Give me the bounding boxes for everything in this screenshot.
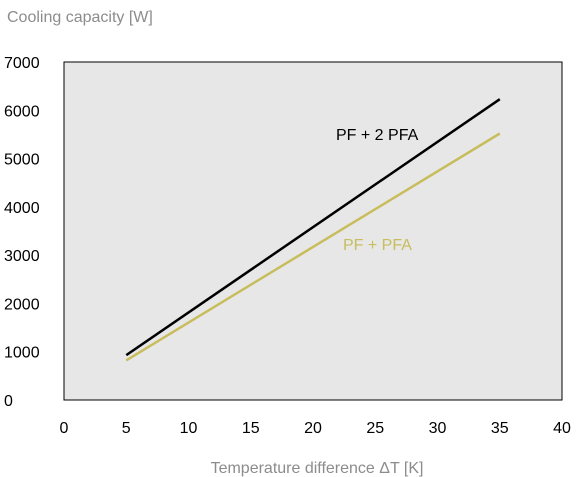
plot-background: [64, 62, 562, 400]
x-tick-label: 40: [553, 420, 571, 437]
x-tick-label: 20: [304, 420, 322, 437]
series-line-1: [125, 132, 501, 362]
x-tick-label: 10: [180, 420, 198, 437]
x-tick-label: 15: [242, 420, 260, 437]
x-tick-label: 0: [60, 420, 69, 437]
series-lines: [125, 98, 501, 362]
y-axis-label: Cooling capacity [W]: [7, 9, 153, 26]
x-tick-label: 35: [491, 420, 509, 437]
x-tick-label: 25: [366, 420, 384, 437]
x-axis-label: Temperature difference ΔT [K]: [211, 460, 424, 477]
y-tick-label: 5000: [4, 152, 40, 169]
tick-labels: 0 5 10 15 20 25 30 35 40 0 1000 2000 3000 4000 5000 600…: [4, 55, 571, 437]
y-tick-label: 0: [4, 393, 13, 410]
plot-border: [63, 61, 563, 401]
series-label-pf-pfa: PF + PFA: [343, 237, 412, 254]
y-tick-label: 2000: [4, 296, 40, 313]
x-tick-label: 5: [122, 420, 131, 437]
plot-frame: [63, 61, 563, 401]
series-line-0: [125, 98, 501, 357]
y-tick-label: 7000: [4, 55, 40, 72]
series-label-pf-2pfa: PF + 2 PFA: [336, 127, 419, 144]
y-tick-label: 1000: [4, 345, 40, 362]
y-tick-label: 4000: [4, 200, 40, 217]
y-tick-label: 6000: [4, 103, 40, 120]
y-tick-label: 3000: [4, 248, 40, 265]
x-tick-label: 30: [429, 420, 447, 437]
